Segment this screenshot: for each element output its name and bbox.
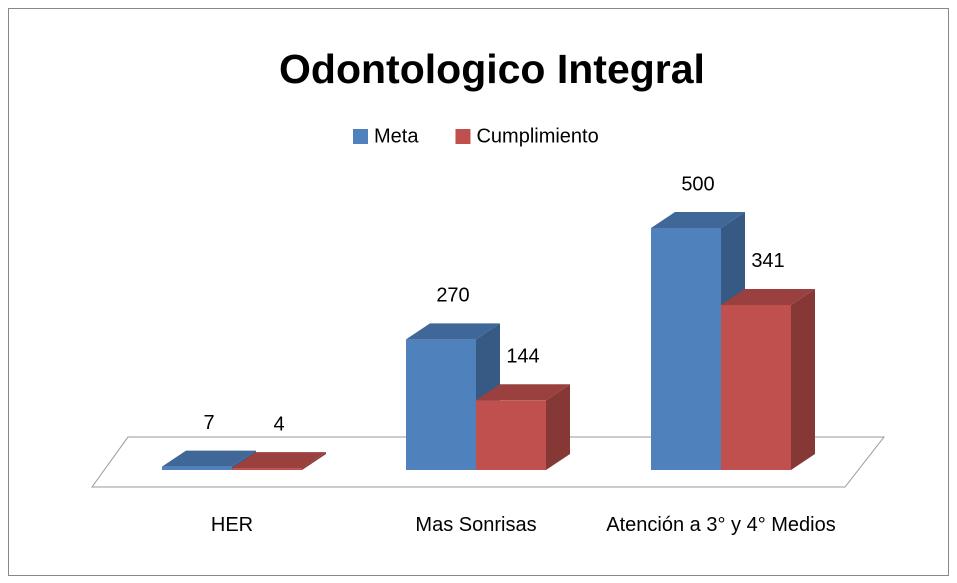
bar	[721, 288, 815, 470]
data-label: 144	[506, 346, 539, 368]
bar-front	[162, 466, 232, 470]
data-label: 341	[751, 250, 784, 272]
chart-title: Odontologico Integral	[279, 46, 705, 92]
legend-swatch	[455, 129, 471, 144]
bar-front	[721, 304, 791, 470]
x-tick-label: Mas Sonrisas	[415, 514, 537, 536]
bar-top	[651, 212, 745, 228]
bar	[232, 452, 326, 470]
bar-front	[232, 468, 302, 470]
bar-front	[406, 339, 476, 470]
bar-side	[302, 452, 326, 470]
x-tick-label: HER	[210, 514, 254, 536]
legend-swatch	[353, 129, 368, 144]
bar-side	[791, 288, 815, 470]
bar-top	[162, 450, 256, 467]
data-label: 4	[273, 413, 284, 435]
data-label: 7	[203, 412, 214, 434]
legend-label: Meta	[374, 125, 419, 147]
legend-label: Cumplimiento	[476, 125, 598, 147]
bar-top	[406, 323, 500, 340]
bar-front	[476, 400, 546, 470]
bar-top	[476, 384, 570, 401]
bar-side	[546, 384, 570, 470]
data-label: 270	[436, 285, 469, 307]
bar	[476, 384, 570, 470]
bar-front	[651, 228, 721, 470]
data-label: 500	[681, 173, 714, 195]
x-tick-label: Atención a 3° y 4° Medios	[606, 514, 836, 536]
bar-top	[232, 452, 326, 469]
bar-top	[721, 288, 815, 305]
